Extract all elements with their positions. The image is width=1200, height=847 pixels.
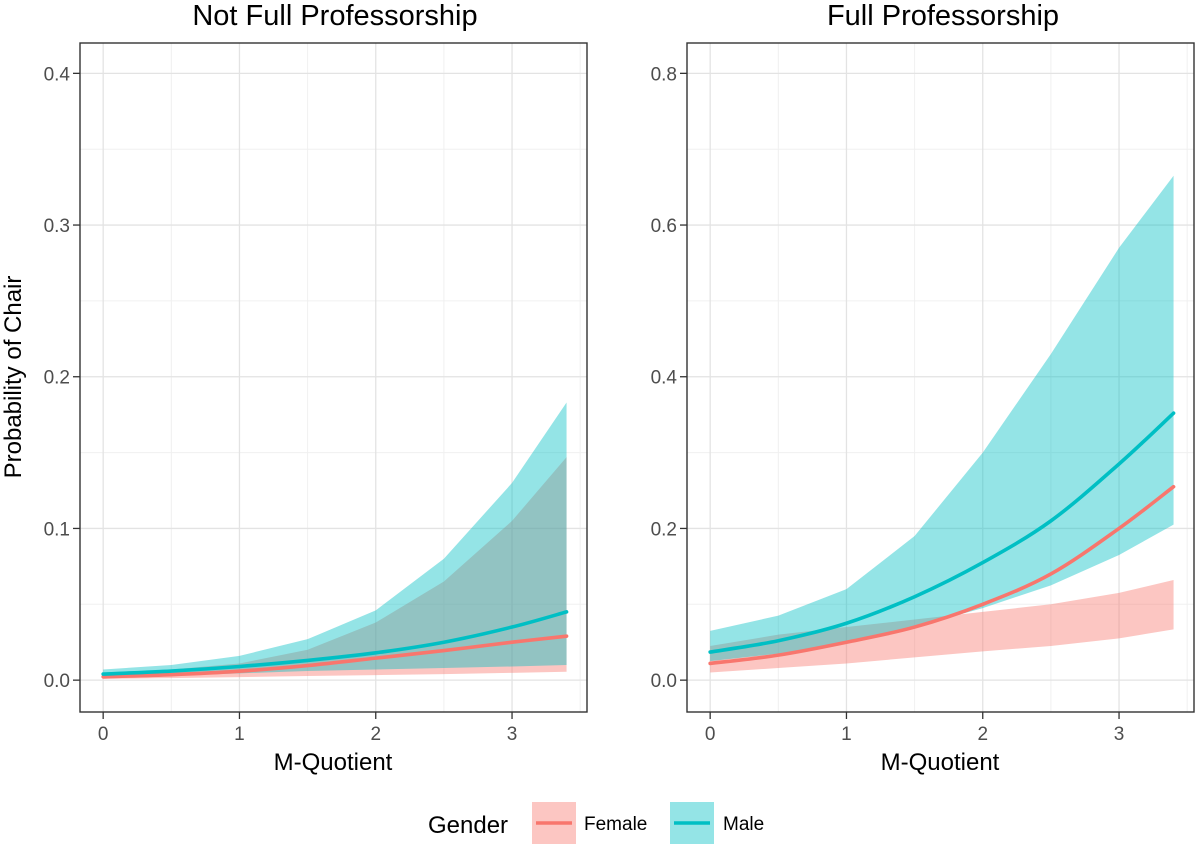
ribbon-female	[103, 457, 567, 679]
y-tick-label: 0.8	[651, 64, 677, 85]
panel-background	[687, 43, 1194, 712]
grid-major	[687, 43, 1194, 712]
line-male	[708, 411, 1176, 654]
panel-not-full-professorship: Not Full Professorship 0 1 2 3 0.0 0.1 0.2 0.3…	[0, 0, 588, 776]
y-tick-label: 0.0	[44, 671, 70, 692]
x-tick-label: 3	[1114, 724, 1125, 745]
line-male	[101, 610, 569, 676]
x-tick-label: 2	[370, 724, 381, 745]
grid-major	[80, 43, 587, 712]
ribbon-male	[103, 402, 567, 678]
y-tick-label: 0.2	[651, 519, 677, 540]
x-axis-title: M-Quotient	[881, 749, 1000, 776]
y-tick-labels: 0.0 0.2 0.4 0.6 0.8	[651, 64, 678, 692]
legend-title: Gender	[428, 812, 508, 839]
y-tick-labels: 0.0 0.1 0.2 0.3 0.4	[44, 64, 71, 692]
axis-ticks	[680, 72, 1120, 719]
x-tick-label: 3	[507, 724, 518, 745]
x-tick-label: 0	[98, 724, 109, 745]
x-axis-title: M-Quotient	[274, 749, 393, 776]
y-tick-label: 0.6	[651, 216, 677, 237]
y-tick-label: 0.4	[651, 368, 678, 389]
x-tick-label: 1	[841, 724, 852, 745]
x-tick-label: 2	[977, 724, 988, 745]
legend-label-male: Male	[723, 814, 764, 835]
ribbon-male	[710, 175, 1174, 662]
y-tick-label: 0.1	[44, 519, 70, 540]
x-tick-label: 1	[234, 724, 245, 745]
panel-border	[686, 42, 1195, 713]
panel-border	[79, 42, 588, 713]
y-tick-label: 0.3	[44, 216, 70, 237]
y-tick-label: 0.2	[44, 368, 70, 389]
legend-item-male: Male	[670, 802, 764, 844]
x-tick-label: 0	[705, 724, 716, 745]
panel-title: Full Professorship	[827, 0, 1059, 32]
ribbon-female	[710, 580, 1174, 673]
grid-minor	[687, 43, 1194, 712]
legend: Gender Female Male	[428, 802, 764, 844]
axis-ticks	[73, 72, 513, 719]
panel-background	[80, 43, 587, 712]
line-female	[101, 634, 569, 679]
legend-label-female: Female	[584, 814, 647, 835]
series-layer	[101, 402, 569, 679]
x-tick-labels: 0 1 2 3	[98, 724, 517, 745]
y-axis-title: Probability of Chair	[0, 276, 27, 479]
series-layer	[708, 175, 1176, 673]
legend-item-female: Female	[532, 802, 647, 844]
panel-title: Not Full Professorship	[192, 0, 477, 32]
x-tick-labels: 0 1 2 3	[705, 724, 1124, 745]
y-tick-label: 0.4	[44, 64, 71, 85]
y-tick-label: 0.0	[651, 671, 677, 692]
grid-minor	[80, 43, 587, 712]
line-female	[708, 484, 1176, 666]
